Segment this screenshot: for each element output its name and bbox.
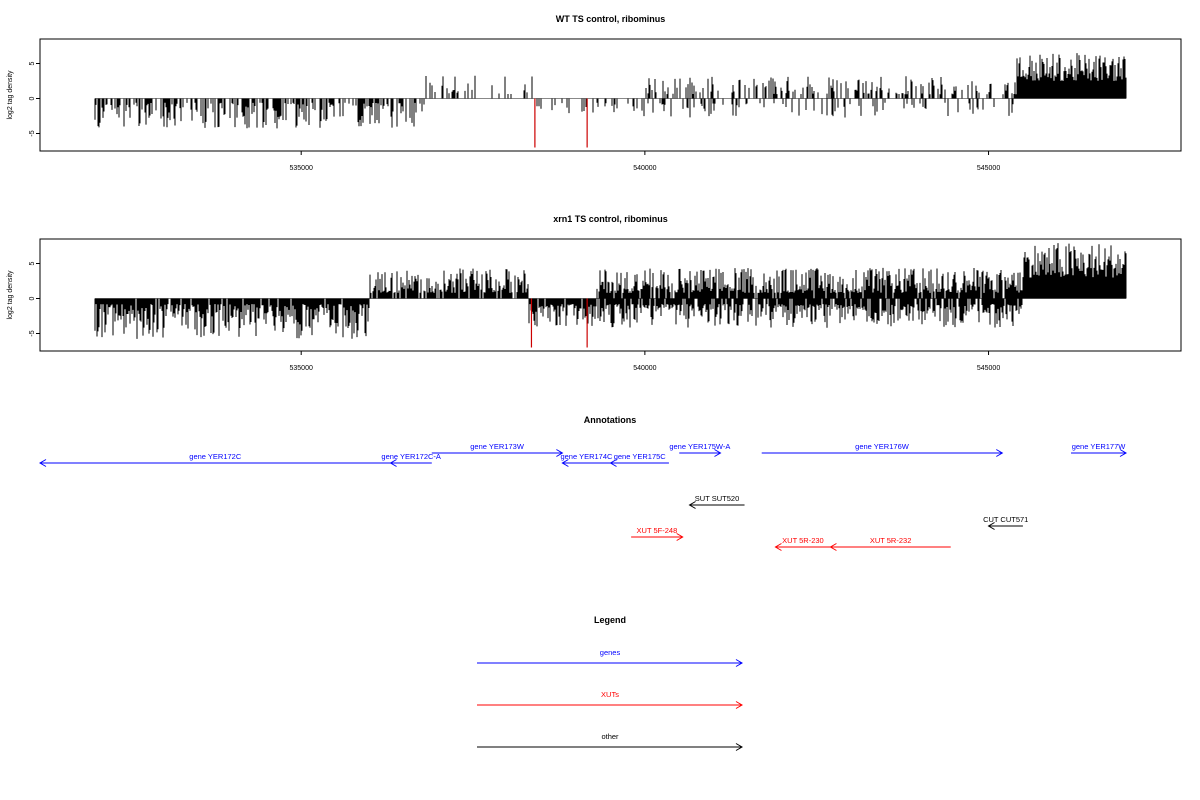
legend: Legend genes XUTs other	[477, 615, 743, 751]
feature-label: gene YER175W-A	[669, 442, 730, 451]
y-tick-label: 5	[29, 261, 36, 265]
legend-item: other	[477, 732, 743, 751]
arrow-head	[39, 459, 47, 467]
arrow-head	[829, 543, 837, 551]
x-tick-label: 545000	[977, 165, 1000, 172]
arrow-head	[676, 533, 684, 541]
arrow-head	[735, 743, 743, 751]
x-tick-label: 535000	[290, 365, 313, 372]
annotation-track: Annotations gene YER172C gene YER172C-A gen…	[39, 415, 1128, 551]
x-tick-label: 540000	[633, 365, 656, 372]
y-axis-label: log2 tag density	[7, 270, 14, 320]
arrow-head	[714, 449, 722, 457]
feature: gene YER177W	[1071, 442, 1128, 457]
plot-frame	[39, 38, 1182, 152]
chart-title: xrn1 TS control, ribominus	[553, 214, 668, 224]
feature: gene YER175C	[609, 452, 669, 467]
chart-title: WT TS control, ribominus	[556, 14, 666, 24]
feature: XUT 5R-230	[774, 536, 831, 551]
x-tick-label: 545000	[977, 365, 1000, 372]
arrow-head	[688, 501, 696, 509]
x-tick-label: 540000	[633, 165, 656, 172]
y-tick-label: 5	[29, 61, 36, 65]
arrow-head	[774, 543, 782, 551]
feature-label: XUT 5R-230	[782, 536, 824, 545]
arrow-head	[1119, 449, 1128, 457]
feature-label: XUT 5R-232	[870, 536, 912, 545]
y-tick-label: -5	[29, 130, 36, 136]
feature: XUT 5R-232	[829, 536, 951, 551]
arrow-head	[987, 522, 995, 530]
arrow-head	[556, 449, 564, 457]
legend-label: other	[601, 732, 619, 741]
plot-frame	[39, 238, 1182, 352]
feature-label: CUT CUT571	[983, 515, 1028, 524]
feature-label: gene YER172C-A	[381, 452, 440, 461]
feature-label: gene YER176W	[855, 442, 910, 451]
y-tick-label: 0	[29, 96, 36, 100]
legend-label: XUTs	[601, 690, 619, 699]
y-axis-label: log2 tag density	[7, 70, 14, 120]
y-tick-label: -5	[29, 330, 36, 336]
feature: gene YER175W-A	[669, 442, 730, 457]
feature-label: gene YER173W	[470, 442, 525, 451]
feature: XUT 5F-248	[631, 526, 684, 541]
feature: SUT SUT520	[688, 494, 745, 509]
legend-label: genes	[600, 648, 621, 657]
annotations-title: Annotations	[584, 415, 637, 425]
feature-label: gene YER175C	[614, 452, 667, 461]
chart-panel: WT TS control, ribominus -5 0 5 log2 tag den…	[7, 14, 1182, 172]
chart-panel: xrn1 TS control, ribominus -5 0 5 log2 tag d…	[7, 214, 1182, 372]
feature-label: SUT SUT520	[695, 494, 739, 503]
arrow-head	[996, 449, 1004, 457]
feature-label: gene YER177W	[1072, 442, 1127, 451]
y-tick-label: 0	[29, 296, 36, 300]
feature: gene YER174C	[560, 452, 613, 467]
feature: gene YER173W	[431, 442, 564, 457]
arrow-head	[561, 459, 569, 467]
feature: CUT CUT571	[983, 515, 1028, 530]
x-tick-label: 535000	[290, 165, 313, 172]
feature: gene YER176W	[761, 442, 1004, 457]
feature-label: gene YER174C	[560, 452, 613, 461]
arrow-head	[609, 459, 617, 467]
feature: gene YER172C	[39, 452, 391, 467]
arrow-head	[735, 659, 743, 667]
feature-label: XUT 5F-248	[637, 526, 678, 535]
legend-title: Legend	[594, 615, 626, 625]
legend-item: genes	[477, 648, 743, 667]
arrow-head	[735, 701, 743, 709]
arrow-head	[389, 459, 397, 467]
legend-item: XUTs	[477, 690, 743, 709]
feature: gene YER172C-A	[381, 452, 441, 467]
feature-label: gene YER172C	[189, 452, 242, 461]
